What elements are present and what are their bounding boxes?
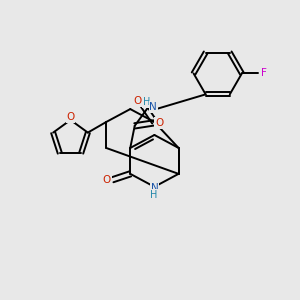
- Text: O: O: [134, 96, 142, 106]
- Text: H: H: [143, 97, 150, 107]
- Text: O: O: [66, 112, 75, 122]
- Text: N: N: [151, 183, 158, 193]
- Text: O: O: [155, 118, 163, 128]
- Text: N: N: [149, 102, 157, 112]
- Text: O: O: [103, 175, 111, 185]
- Text: F: F: [261, 68, 267, 78]
- Text: H: H: [150, 190, 158, 200]
